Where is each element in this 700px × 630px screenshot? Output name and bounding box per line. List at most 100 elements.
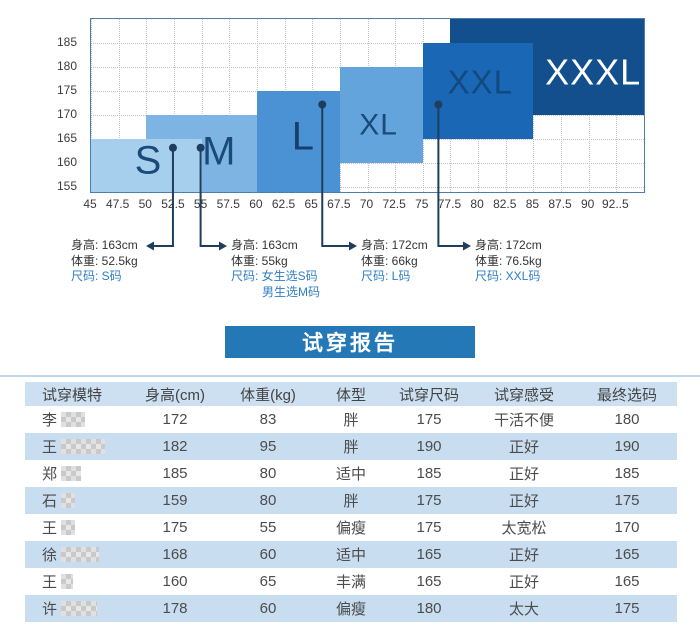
table-cell: 偏瘦 [335,520,366,537]
gridline-x [201,19,203,192]
x-tick-label: 85 [525,197,540,211]
table-cell: 185 [614,465,640,482]
table-cell: 适中 [315,541,387,568]
gridline-x [91,19,92,192]
model-name-cell: 许 [25,595,129,622]
fit-annotation-line: 身高: 163cm [71,238,138,252]
table-cell: 190 [577,433,677,460]
model-name: 石 [42,493,58,510]
table-cell: 165 [577,541,677,568]
model-name: 许 [42,601,58,618]
table-cell: 60 [221,541,315,568]
model-name-cell: 王 [25,433,129,460]
model-name-cell: 李 [25,406,129,433]
model-name: 王 [42,520,58,537]
table-cell: 185 [162,465,188,482]
table-row: 李 172 83 胖 175 干活不便 180 [25,406,677,433]
table-cell: 丰满 [335,574,366,591]
table-cell: 55 [259,519,277,536]
fit-report-table: 试穿模特 身高(cm) 体重(kg) 体型 试穿尺码 试穿感受 最终选码 李 172 83 胖 17… [25,382,677,622]
x-tick-label: 77.5 [437,197,462,211]
fit-annotation-line: 体重: 52.5kg [71,253,138,268]
arrowhead-right-icon [219,241,227,251]
arrowhead-right-icon [463,241,471,251]
table-cell: 83 [259,411,277,428]
table-cell: 175 [416,519,442,536]
gridline-x [173,19,175,192]
size-region-xl [339,67,423,164]
table-cell: 165 [614,573,640,590]
table-row: 王 160 65 丰满 165 正好 165 [25,568,677,595]
model-name-cell: 王 [25,514,129,541]
gridline-x [146,19,148,192]
table-cell: 太大 [471,595,577,622]
gridline-y [91,187,644,189]
x-tick-label: 57.5 [216,197,240,211]
table-cell: 165 [416,573,442,590]
model-name-cell: 徐 [25,541,129,568]
table-cell: 165 [387,541,471,568]
table-cell: 175 [577,595,677,622]
x-tick-label: 67.5 [327,197,351,211]
x-tick-label: 90 [581,197,595,211]
table-cell: 偏瘦 [315,595,387,622]
y-tick-label: 165 [56,131,77,146]
table-cell: 正好 [508,466,539,483]
fit-annotation-line: 男生选M码 [262,284,320,299]
y-tick-label: 155 [56,179,77,194]
table-cell: 胖 [315,433,387,460]
size-chart-plot: XXXL XXL XL L M S [90,18,645,193]
x-tick-label: 45 [83,197,97,211]
table-cell: 175 [577,487,677,514]
table-cell: 160 [162,573,188,590]
fit-annotation-line: 尺码: XXL码 [475,269,541,283]
col-header: 试穿模特 [25,382,129,406]
table-cell: 胖 [315,487,387,514]
fit-annotation-line: 尺码: S码 [71,269,122,283]
fit-report-banner: 试穿报告 [225,326,475,358]
table-cell: 175 [387,487,471,514]
table-cell: 180 [387,595,471,622]
x-tick-label: 50 [138,197,152,211]
table-cell: 159 [129,487,221,514]
table-cell: 168 [129,541,221,568]
table-cell: 太宽松 [501,520,547,537]
fit-annotation-line: 身高: 163cm [231,238,298,252]
y-tick-label: 170 [56,107,77,122]
fit-annotation-line: 体重: 66kg [361,253,418,268]
censored-name-mosaic [61,466,82,481]
table-cell: 95 [221,433,315,460]
col-header: 试穿尺码 [387,382,471,406]
table-cell: 175 [416,411,442,428]
table-cell: 60 [221,595,315,622]
size-region-label-xl: XL [359,108,398,142]
model-name: 王 [42,439,58,456]
fit-annotation-line: 身高: 172cm [361,238,428,252]
fit-report-banner-title: 试穿报告 [302,332,398,355]
table-cell: 65 [259,573,277,590]
table-cell: 170 [614,519,640,536]
table-row: 许 178 60 偏瘦 180 太大 175 [25,595,677,622]
y-tick-label: 160 [56,155,77,170]
col-header: 体型 [315,382,387,406]
col-header: 身高(cm) [129,382,221,406]
table-cell: 175 [162,519,188,536]
model-name-cell: 郑 [25,460,129,487]
table-row: 郑 185 80 适中 185 正好 185 [25,460,677,487]
censored-name-mosaic [61,412,86,427]
fit-annotation-line: 体重: 55kg [231,253,288,268]
table-header-row: 试穿模特 身高(cm) 体重(kg) 体型 试穿尺码 试穿感受 最终选码 [25,382,677,406]
model-name: 王 [42,574,58,591]
model-name-cell: 王 [25,568,129,595]
fit-annotation-0: 身高: 163cm 体重: 52.5kg 尺码: S码 [71,238,138,285]
model-name: 李 [42,412,58,429]
arrowhead-right-icon [349,241,357,251]
censored-name-mosaic [61,547,100,562]
table-cell: 正好 [471,541,577,568]
col-header: 体重(kg) [221,382,315,406]
censored-name-mosaic [61,493,76,508]
table-row: 王 182 95 胖 190 正好 190 [25,433,677,460]
x-tick-label: 55 [193,197,208,211]
gridline-y [91,163,644,165]
